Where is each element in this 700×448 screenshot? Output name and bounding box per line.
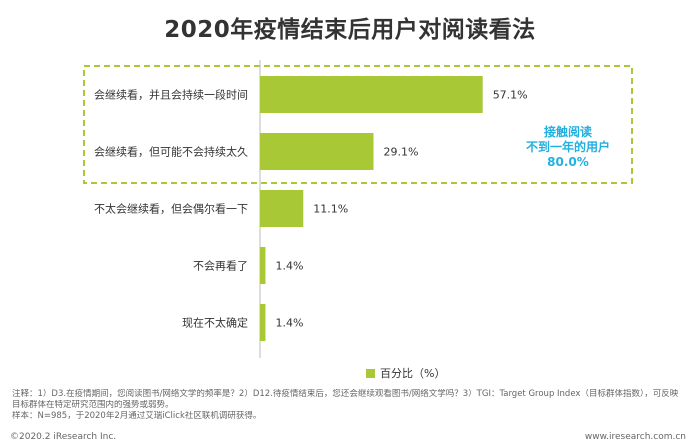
bar [260,247,266,284]
category-label: 不会再看了 [193,259,248,273]
chart-notes: 注释：1）D3.在疫情期间，您阅读图书/网络文学的频率是？2）D12.待疫情结束… [12,389,692,422]
data-label: 1.4% [275,317,303,330]
data-label: 57.1% [493,89,528,102]
legend-label: 百分比（%） [380,367,445,380]
legend: 百分比（%） [366,367,445,380]
category-label: 会继续看，并且会持续一段时间 [94,88,248,102]
legend-swatch [366,369,375,378]
data-label: 11.1% [313,203,348,216]
chart-title: 2020年疫情结束后用户对阅读看法 [164,17,536,43]
annotation-text: 80.0% [547,155,589,169]
annotation-text: 接触阅读 [544,124,592,139]
note-line: 样本：N=985，于2020年2月通过艾瑞iClick社区联机调研获得。 [12,411,262,421]
data-label: 1.4% [275,260,303,273]
highlight-box [83,65,633,184]
bar [260,190,304,227]
annotation-text: 不到一年的用户 [526,139,610,154]
category-label: 现在不太确定 [182,316,248,330]
data-label: 29.1% [383,146,418,159]
note-line: 注释：1）D3.在疫情期间，您阅读图书/网络文学的频率是？2）D12.待疫情结束… [12,389,679,399]
note-line: 目标群体在特定研究范围内的强势或弱势。 [12,400,174,410]
bar [260,76,483,113]
bar [260,304,266,341]
copyright: ©2020.2 iResearch Inc. [10,432,117,442]
category-label: 不太会继续看，但会偶尔看一下 [94,202,248,216]
category-label: 会继续看，但可能不会持续太久 [94,145,248,159]
bar [260,133,374,170]
website-url: www.iresearch.com.cn [584,432,686,442]
